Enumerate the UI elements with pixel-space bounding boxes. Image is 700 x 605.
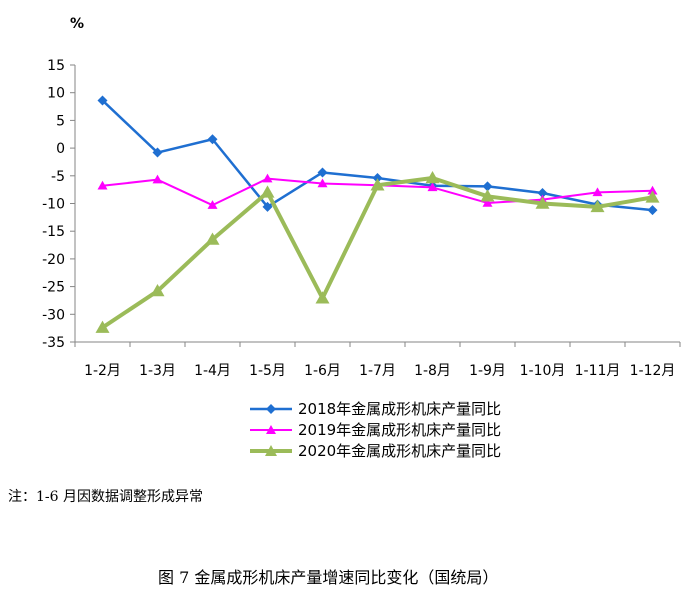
data-point: [482, 197, 493, 207]
data-point: [647, 185, 658, 195]
footnote: 注：1-6 月因数据调整形成异常: [8, 489, 203, 505]
data-point: [152, 147, 163, 158]
data-point: [482, 181, 493, 192]
y-tick-label: -5: [51, 169, 65, 185]
legend-marker-triangle-icon: [250, 444, 292, 456]
y-tick-label: 15: [47, 58, 65, 74]
legend-item-2018: 2018年金属成形机床产量同比: [248, 398, 501, 419]
data-point: [262, 201, 273, 212]
data-point: [260, 185, 275, 198]
data-point: [645, 190, 660, 203]
data-point: [262, 173, 273, 183]
data-point: [592, 187, 603, 197]
y-axis-label: %: [70, 16, 85, 32]
data-point: [152, 174, 163, 184]
legend-label-2018: 2018年金属成形机床产量同比: [298, 400, 502, 418]
x-tick-label: 1-9月: [469, 363, 506, 379]
x-tick-label: 1-2月: [84, 363, 121, 379]
y-tick-label: -30: [42, 307, 65, 323]
legend: 2018年金属成形机床产量同比 2019年金属成形机床产量同比 2020年金属成…: [248, 398, 501, 461]
series-line-2: [101, 176, 653, 330]
data-point: [150, 284, 165, 297]
y-tick-label: 0: [56, 141, 65, 157]
x-tick-label: 1-4月: [194, 363, 231, 379]
x-tick-label: 1-3月: [139, 363, 176, 379]
data-point: [537, 187, 548, 198]
x-tick-label: 1-5月: [249, 363, 286, 379]
data-point: [95, 320, 110, 333]
x-tick-label: 1-10月: [520, 363, 566, 379]
data-point: [372, 173, 383, 184]
x-tick-label: 1-11月: [575, 363, 621, 379]
x-tick-label: 1-12月: [630, 363, 676, 379]
data-point: [205, 232, 220, 245]
series-line-0: [101, 99, 653, 212]
data-point: [315, 291, 330, 304]
data-point: [427, 182, 438, 192]
y-tick-label: 5: [56, 113, 65, 129]
y-tick-label: 10: [47, 86, 65, 102]
x-tick-label: 1-7月: [359, 363, 396, 379]
data-point: [425, 171, 440, 184]
data-point: [535, 196, 550, 209]
line-chart: 15 10 5 0 -5 -10 -15 -20 -25 -30 -35 1-2月 1-3月 1-4月 1-…: [42, 58, 681, 379]
data-point: [317, 167, 328, 178]
data-point: [317, 178, 328, 188]
y-tick-label: -10: [42, 197, 65, 213]
data-point: [590, 199, 605, 213]
x-tick-label: 1-8月: [414, 363, 451, 379]
data-point: [207, 200, 218, 209]
y-tick-label: -20: [42, 252, 65, 268]
legend-marker-triangle-icon: [250, 424, 292, 434]
data-point: [480, 189, 495, 202]
data-point: [370, 178, 385, 191]
data-point: [97, 180, 108, 190]
legend-item-2020: 2020年金属成形机床产量同比: [248, 440, 501, 461]
legend-label-2019: 2019年金属成形机床产量同比: [298, 421, 502, 439]
y-tick-label: -15: [42, 224, 65, 240]
data-point: [97, 95, 108, 106]
data-point: [207, 134, 218, 145]
legend-label-2020: 2020年金属成形机床产量同比: [298, 442, 502, 460]
y-tick-label: -35: [42, 335, 65, 351]
data-point: [647, 205, 658, 216]
figure-caption: 图 7 金属成形机床产量增速同比变化（国统局）: [158, 568, 499, 587]
x-tick-label: 1-6月: [304, 363, 341, 379]
legend-item-2019: 2019年金属成形机床产量同比: [248, 419, 501, 440]
y-tick-label: -25: [42, 280, 65, 296]
legend-marker-diamond-icon: [250, 403, 292, 414]
